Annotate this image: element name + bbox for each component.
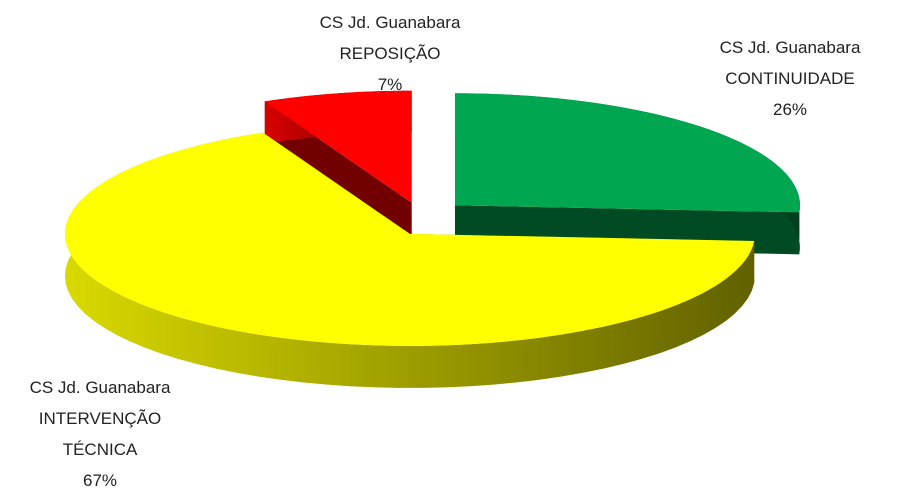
pie-labels: CS Jd. Guanabara CONTINUIDADE 26%CS Jd. Gu… [30,13,861,490]
pie-tops [64,90,800,346]
value-label: 7% [378,75,403,94]
category-label: TÉCNICA [63,440,138,459]
category-label: CS Jd. Guanabara [320,13,461,32]
slice [454,93,800,213]
slice [264,90,412,203]
value-label: 67% [83,471,117,490]
value-label: 26% [773,100,807,119]
data-label: CS Jd. Guanabara INTERVENÇÃO TÉCNICA 67% [30,378,171,490]
category-label: CONTINUIDADE [725,69,854,88]
slice [64,132,755,346]
category-label: CS Jd. Guanabara [30,378,171,397]
category-label: REPOSIÇÃO [339,44,440,63]
category-label: INTERVENÇÃO [39,409,162,428]
data-label: CS Jd. Guanabara REPOSIÇÃO 7% [320,13,461,94]
category-label: CS Jd. Guanabara [720,38,861,57]
data-label: CS Jd. Guanabara CONTINUIDADE 26% [720,38,861,119]
